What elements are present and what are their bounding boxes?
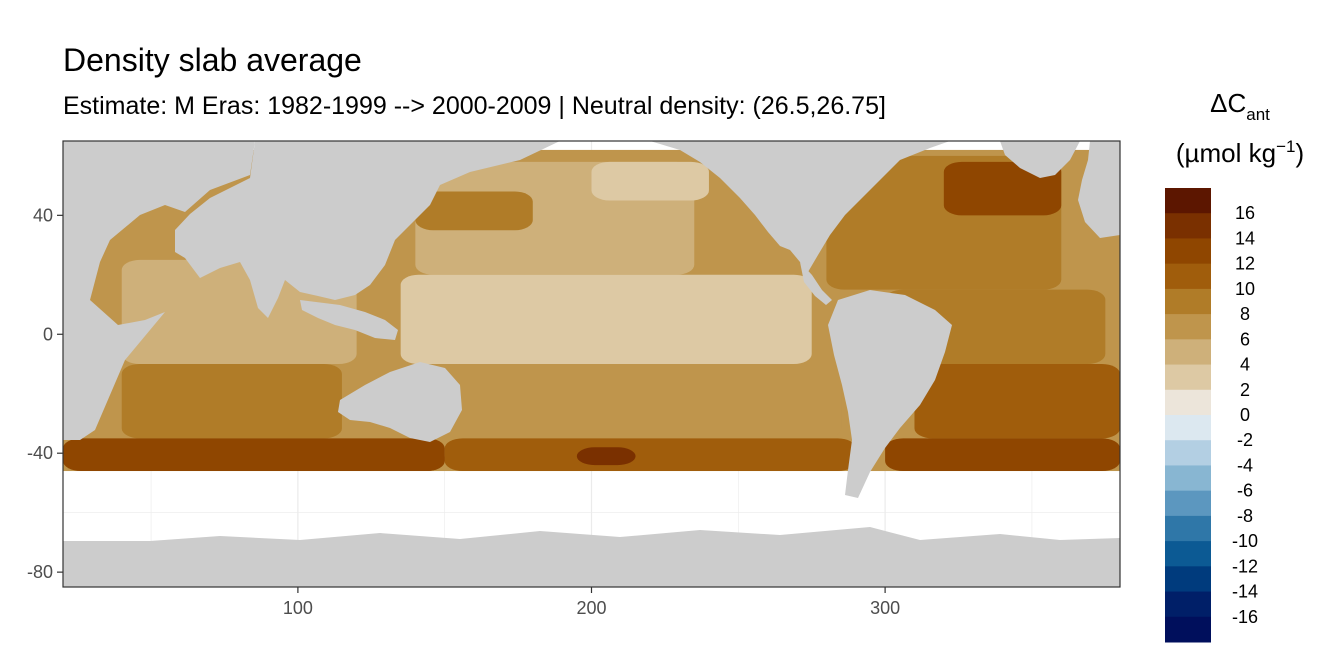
legend-labels: 16 14 12 10 8 6 4 2 0 -2 -4 -6 -8 -10 -12 -14 -16: [1232, 203, 1258, 627]
legend-label: 6: [1240, 329, 1250, 349]
ocean-region: [591, 161, 709, 201]
y-tick-label: -80: [27, 562, 53, 582]
legend-label: -8: [1237, 506, 1253, 526]
legend-swatch: [1165, 339, 1211, 366]
legend-unit: (µmol kg−1): [1176, 137, 1304, 168]
legend-label: 8: [1240, 304, 1250, 324]
legend: ΔCant (µmol kg−1) 16 14 12 10 8 6 4 2 0 -2 -4 -6 -8 -…: [1165, 88, 1304, 643]
ocean-region: [444, 438, 856, 472]
legend-label: 12: [1235, 254, 1255, 274]
ocean-region: [400, 274, 812, 364]
legend-swatch: [1165, 616, 1211, 643]
y-tick-label: -40: [27, 443, 53, 463]
legend-label: 0: [1240, 405, 1250, 425]
plot-panel: [62, 140, 1121, 588]
legend-swatch: [1165, 288, 1211, 315]
x-tick-label: 100: [283, 598, 313, 618]
y-tick-label: 40: [33, 205, 53, 225]
legend-label: 10: [1235, 279, 1255, 299]
legend-swatch: [1165, 314, 1211, 340]
ocean-region: [943, 161, 1062, 216]
ocean-region: [885, 438, 1120, 472]
chart-title: Density slab average: [63, 42, 362, 78]
legend-swatch: [1165, 213, 1211, 239]
ocean-region: [444, 364, 842, 439]
land-south-america: [828, 290, 952, 498]
y-axis: 40 0 -40 -80: [27, 205, 63, 582]
legend-swatch: [1165, 515, 1211, 542]
legend-swatch: [1165, 465, 1211, 492]
x-tick-label: 200: [576, 598, 606, 618]
legend-title: ΔCant: [1210, 88, 1270, 124]
land-europe: [1078, 141, 1120, 238]
legend-swatch: [1165, 591, 1211, 618]
legend-swatch: [1165, 440, 1211, 466]
land-masses: [63, 141, 1120, 587]
ocean-region: [415, 191, 533, 231]
land-australia: [338, 362, 462, 442]
legend-label: 16: [1235, 203, 1255, 223]
ocean-region: [121, 364, 342, 439]
legend-label: -10: [1232, 531, 1258, 551]
land-maritime-continent: [300, 300, 398, 340]
chart-subtitle: Estimate: M Eras: 1982-1999 --> 2000-200…: [63, 92, 886, 120]
land-north-america: [650, 141, 950, 272]
legend-label: 14: [1235, 228, 1255, 248]
x-tick-label: 300: [870, 598, 900, 618]
land-eurasia: [175, 141, 560, 318]
legend-swatch: [1165, 364, 1211, 391]
legend-label: -16: [1232, 607, 1258, 627]
legend-swatch: [1165, 541, 1211, 567]
x-axis: 100 200 300: [283, 587, 900, 618]
legend-label: 2: [1240, 380, 1250, 400]
legend-label: -14: [1232, 582, 1258, 602]
legend-swatch: [1165, 389, 1211, 416]
legend-label: -6: [1237, 481, 1253, 501]
legend-swatch: [1165, 566, 1211, 593]
legend-label: -4: [1237, 455, 1253, 475]
legend-colorbar: [1165, 188, 1211, 643]
ocean-region: [327, 447, 445, 472]
legend-swatch: [1165, 415, 1211, 441]
map-layer: [63, 141, 1120, 587]
legend-swatch: [1165, 188, 1211, 214]
land-central-america: [800, 262, 832, 305]
land-africa: [63, 141, 255, 440]
land-antarctica: [63, 527, 1120, 587]
legend-swatch: [1165, 238, 1211, 265]
legend-label: 4: [1240, 355, 1250, 375]
legend-label: -12: [1232, 556, 1258, 576]
y-tick-label: 0: [43, 324, 53, 344]
land-greenland: [1000, 141, 1080, 178]
ocean-region: [576, 447, 636, 466]
ocean-region: [914, 364, 1120, 439]
legend-swatch: [1165, 490, 1211, 517]
legend-swatch: [1165, 263, 1211, 290]
legend-label: -2: [1237, 430, 1253, 450]
